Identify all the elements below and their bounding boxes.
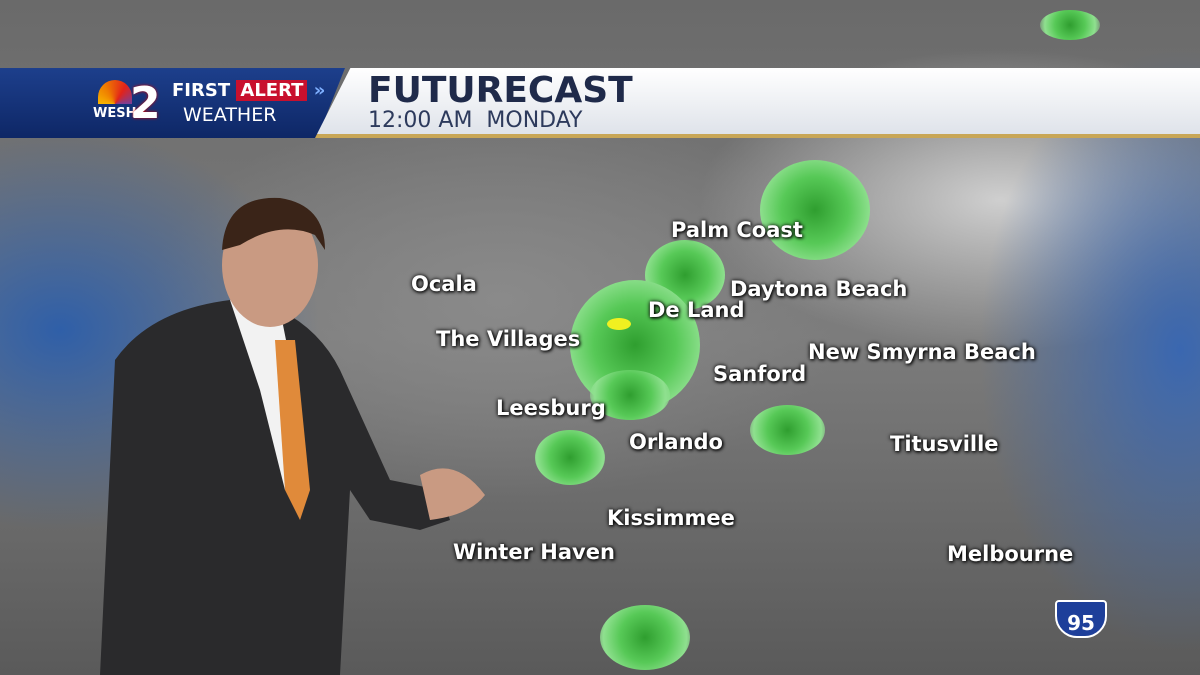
- city-label: Winter Haven: [453, 540, 615, 564]
- title-panel: [315, 68, 1200, 138]
- city-label: The Villages: [436, 327, 581, 351]
- radar-echo: [1040, 10, 1100, 40]
- radar-echo: [535, 430, 605, 485]
- first-text: FIRST: [172, 80, 231, 101]
- city-label: Palm Coast: [671, 218, 803, 242]
- futurecast-title: FUTURECAST: [368, 70, 633, 111]
- forecast-time: 12:00 AM MONDAY: [368, 108, 583, 133]
- radar-echo: [590, 370, 670, 420]
- city-label: Orlando: [629, 430, 723, 454]
- radar-echo: [760, 160, 870, 260]
- first-alert-label: FIRST ALERT »: [172, 80, 326, 101]
- alert-text: ALERT: [236, 80, 308, 101]
- city-label: Melbourne: [947, 542, 1074, 566]
- lower-third-banner: WESH 2 FIRST ALERT » WEATHER FUTURECAST …: [0, 68, 1200, 138]
- interstate-95-shield: 95: [1055, 600, 1107, 638]
- weather-label: WEATHER: [183, 104, 277, 126]
- city-label: New Smyrna Beach: [808, 340, 1036, 364]
- channel-number: 2: [130, 78, 161, 129]
- radar-echo: [750, 405, 825, 455]
- city-label: Ocala: [411, 272, 477, 296]
- city-label: De Land: [648, 298, 745, 322]
- radar-echo: [600, 605, 690, 670]
- city-label: Daytona Beach: [730, 277, 908, 301]
- city-label: Titusville: [890, 432, 999, 456]
- station-logo-panel: WESH 2 FIRST ALERT » WEATHER: [0, 68, 345, 138]
- nbc-peacock-icon: [98, 80, 132, 104]
- station-call-sign: WESH: [93, 106, 137, 121]
- meteorologist: [100, 197, 485, 675]
- city-label: Leesburg: [496, 396, 606, 420]
- city-label: Kissimmee: [607, 506, 735, 530]
- city-label: Sanford: [713, 362, 807, 386]
- radar-heavy-cell: [607, 318, 631, 330]
